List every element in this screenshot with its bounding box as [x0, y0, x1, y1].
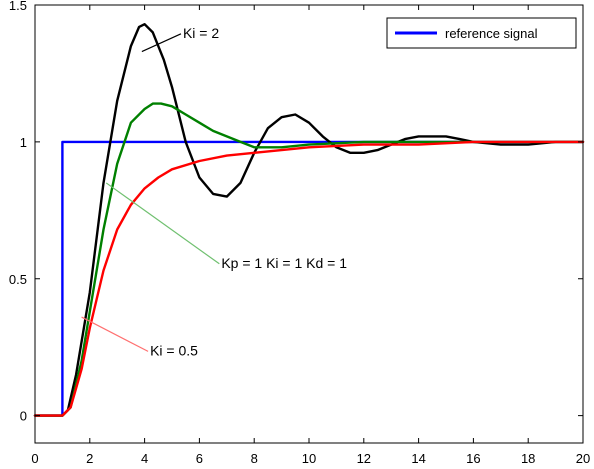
- y-tick-label-1: 0.5: [9, 272, 27, 287]
- x-tick-label-1: 2: [86, 451, 93, 466]
- annotation-leader-1: [105, 182, 220, 265]
- annotation-label-1: Kp = 1 Ki = 1 Kd = 1: [221, 255, 347, 271]
- x-tick-label-0: 0: [31, 451, 38, 466]
- x-tick-label-8: 16: [466, 451, 480, 466]
- annotation-label-0: Ki = 2: [183, 25, 219, 41]
- x-tick-label-2: 4: [141, 451, 148, 466]
- annotation-group: Ki = 2 Kp = 1 Ki = 1 Kd = 1 Ki = 0.5: [81, 25, 347, 358]
- series-line-2: [33, 102, 585, 417]
- annotation-leader-0: [141, 33, 182, 53]
- plot-area: [35, 5, 583, 443]
- x-tick-label-4: 8: [251, 451, 258, 466]
- legend-label-0: reference signal: [445, 26, 538, 41]
- y-tick-label-2: 1: [20, 135, 27, 150]
- y-tick-label-3: 1.5: [9, 0, 27, 13]
- series-line-1: [33, 23, 585, 417]
- y-tick-label-0: 0: [20, 409, 27, 424]
- series-group: [33, 23, 585, 417]
- series-line-3: [33, 140, 585, 417]
- x-tick-label-6: 12: [357, 451, 371, 466]
- annotation-label-2: Ki = 0.5: [150, 342, 198, 358]
- x-tick-label-9: 18: [521, 451, 535, 466]
- plot-background: [35, 5, 583, 443]
- x-tick-label-7: 14: [411, 451, 425, 466]
- legend: reference signal: [386, 17, 577, 49]
- x-tick-label-10: 20: [576, 451, 590, 466]
- x-tick-label-3: 6: [196, 451, 203, 466]
- axes: 0 2 4 6 8 10 12 14 16 18 20 0 0.5 1 1.5: [9, 0, 590, 466]
- annotation-leader-2: [81, 316, 149, 352]
- x-tick-label-5: 10: [302, 451, 316, 466]
